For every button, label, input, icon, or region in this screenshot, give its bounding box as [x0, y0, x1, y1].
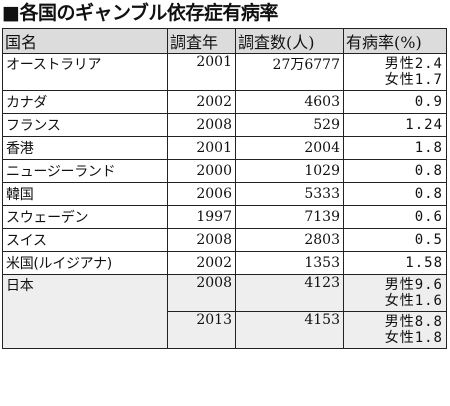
rate-value: 女性1.7: [384, 72, 443, 88]
country-cell: 韓国: [2, 182, 168, 206]
year-cell: 2008: [167, 274, 236, 312]
rate-value: 0.5: [414, 232, 443, 248]
rate-cell: 1.8: [343, 136, 447, 160]
rate-cell: 0.6: [343, 205, 447, 229]
year-cell: 2001: [167, 53, 236, 91]
year-cell: 2008: [167, 228, 236, 252]
rate-cell: 男性9.6 女性1.6: [343, 274, 447, 312]
count-cell: 2004: [235, 136, 344, 160]
table-row: オーストラリア 2001 27万6777 男性2.4 女性1.7: [2, 53, 447, 91]
rate-cell: 男性2.4 女性1.7: [343, 53, 447, 91]
country-cell: 日本: [2, 274, 168, 349]
country-cell: カナダ: [2, 90, 168, 114]
table-row: フランス 2008 529 1.24: [2, 113, 447, 137]
table-body: 国名 調査年 調査数(人) 有病率(%) オーストラリア 2001 27万6777 男…: [2, 28, 447, 349]
rate-value: 男性8.8: [384, 314, 443, 330]
count-cell: 4123: [235, 274, 344, 312]
country-cell: フランス: [2, 113, 168, 137]
table-row: カナダ 2002 4603 0.9: [2, 90, 447, 114]
country-cell: 米国(ルイジアナ): [2, 251, 168, 275]
count-cell: 5333: [235, 182, 344, 206]
year-cell: 2002: [167, 251, 236, 275]
header-row: 国名 調査年 調査数(人) 有病率(%): [2, 28, 447, 54]
year-cell: 1997: [167, 205, 236, 229]
rate-cell: 0.5: [343, 228, 447, 252]
count-cell: 1353: [235, 251, 344, 275]
count-cell: 4603: [235, 90, 344, 114]
country-cell: スウェーデン: [2, 205, 168, 229]
year-cell: 2000: [167, 159, 236, 183]
header-count: 調査数(人): [235, 28, 344, 54]
rate-cell: 0.8: [343, 159, 447, 183]
rate-value: 0.9: [414, 94, 443, 110]
header-year: 調査年: [167, 28, 236, 54]
rate-value: 男性9.6: [384, 277, 443, 293]
count-cell: 2803: [235, 228, 344, 252]
rate-cell: 0.8: [343, 182, 447, 206]
table-row: 米国(ルイジアナ) 2002 1353 1.58: [2, 251, 447, 275]
rate-value: 0.6: [414, 209, 443, 225]
rate-value: 1.58: [405, 255, 443, 271]
rate-value: 0.8: [414, 163, 443, 179]
table-row: スウェーデン 1997 7139 0.6: [2, 205, 447, 229]
country-cell: 香港: [2, 136, 168, 160]
country-cell: スイス: [2, 228, 168, 252]
rate-value: 1.8: [414, 140, 443, 156]
count-cell: 529: [235, 113, 344, 137]
rate-value: 女性1.6: [384, 293, 443, 309]
table-row: 韓国 2006 5333 0.8: [2, 182, 447, 206]
year-cell: 2001: [167, 136, 236, 160]
rate-value: 女性1.8: [384, 330, 443, 346]
rate-value: 0.8: [414, 186, 443, 202]
year-cell: 2013: [167, 311, 236, 349]
country-cell: ニュージーランド: [2, 159, 168, 183]
year-cell: 2002: [167, 90, 236, 114]
year-cell: 2006: [167, 182, 236, 206]
header-country: 国名: [2, 28, 168, 54]
table-title: ■各国のギャンブル依存症有病率: [2, 2, 278, 24]
table-row: ニュージーランド 2000 1029 0.8: [2, 159, 447, 183]
count-cell: 7139: [235, 205, 344, 229]
count-cell: 27万6777: [235, 53, 344, 91]
rate-cell: 1.24: [343, 113, 447, 137]
rate-cell: 男性8.8 女性1.8: [343, 311, 447, 349]
rate-value: 1.24: [405, 117, 443, 133]
year-cell: 2008: [167, 113, 236, 137]
rate-cell: 1.58: [343, 251, 447, 275]
header-rate: 有病率(%): [343, 28, 447, 54]
prevalence-table: 国名 調査年 調査数(人) 有病率(%) オーストラリア 2001 27万6777 男…: [2, 28, 447, 349]
table-row-japan: 日本 2008 4123 男性9.6 女性1.6: [2, 274, 447, 349]
table-row-japan: 2013 4153 男性8.8 女性1.8: [3, 311, 447, 349]
table-row: スイス 2008 2803 0.5: [2, 228, 447, 252]
rate-cell: 0.9: [343, 90, 447, 114]
table-row: 香港 2001 2004 1.8: [2, 136, 447, 160]
rate-value: 男性2.4: [384, 56, 443, 72]
count-cell: 4153: [235, 311, 344, 349]
count-cell: 1029: [235, 159, 344, 183]
country-cell: オーストラリア: [2, 53, 168, 91]
